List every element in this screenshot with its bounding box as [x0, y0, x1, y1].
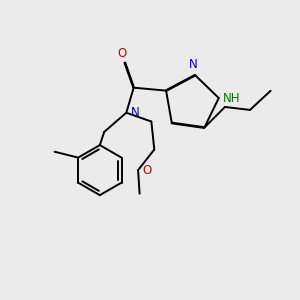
Text: N: N: [131, 106, 140, 119]
Text: O: O: [117, 47, 127, 60]
Text: N: N: [189, 58, 198, 71]
Text: O: O: [142, 164, 152, 177]
Text: NH: NH: [223, 92, 241, 104]
